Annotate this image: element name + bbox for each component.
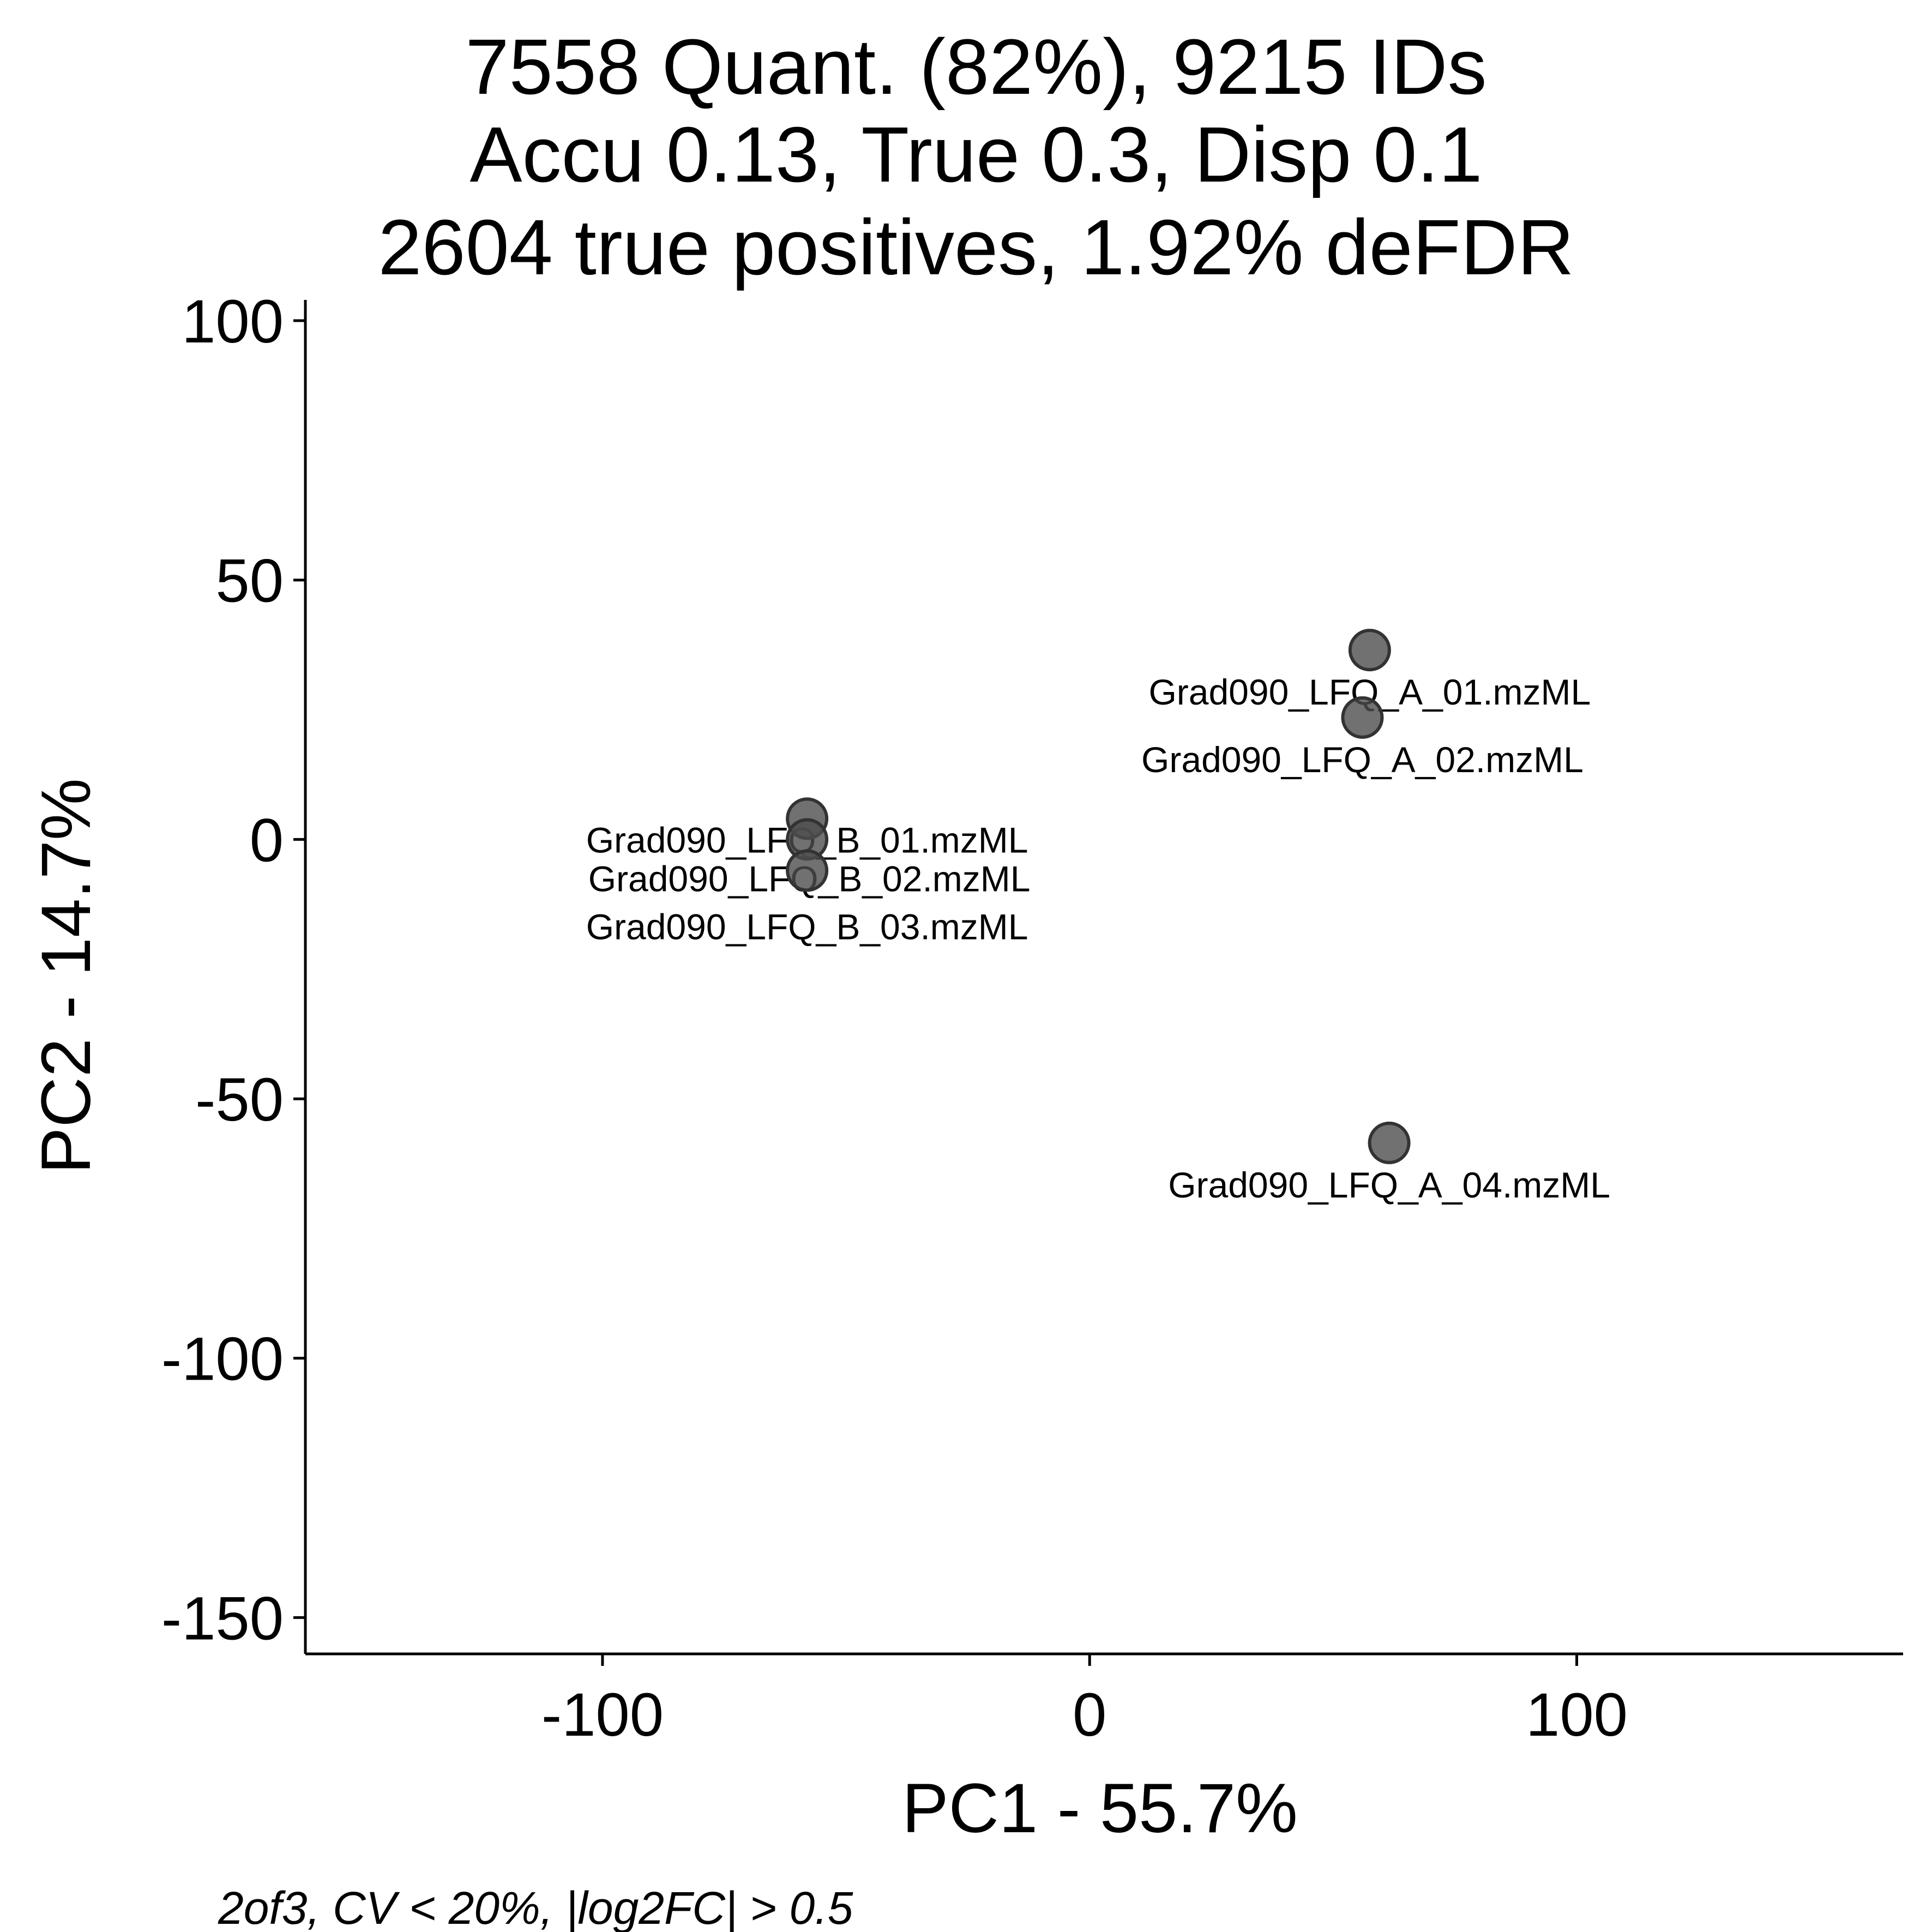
data-point xyxy=(786,849,829,892)
chart-title-line-3: 2604 true positives, 1.92% deFDR xyxy=(378,203,1574,291)
data-points xyxy=(786,629,1411,1164)
data-point xyxy=(1368,1121,1411,1164)
point-label: Grad090_LFQ_B_03.mzML xyxy=(586,906,1028,947)
x-tick-label: 0 xyxy=(1073,1681,1106,1749)
y-tick-label: 50 xyxy=(215,547,284,615)
data-point xyxy=(1348,629,1391,672)
y-tick-label: -50 xyxy=(195,1066,284,1134)
y-tick-label: 0 xyxy=(250,806,284,874)
y-axis-ticks: 100 50 0 -50 -100 -150 xyxy=(161,287,305,1652)
y-tick-label: -150 xyxy=(161,1584,284,1652)
point-label: Grad090_LFQ_A_02.mzML xyxy=(1141,739,1584,780)
chart-caption: 2of3, CV < 20%, |log2FC| > 0.5 xyxy=(218,1882,853,1932)
data-point xyxy=(1341,696,1384,739)
y-axis-title: PC2 - 14.7% xyxy=(27,778,105,1174)
chart-title-line-2: Accu 0.13, True 0.3, Disp 0.1 xyxy=(470,111,1482,198)
x-axis-title: PC1 - 55.7% xyxy=(902,1770,1298,1847)
axes xyxy=(304,300,1903,1656)
x-axis-ticks: -100 0 100 xyxy=(541,1654,1628,1749)
y-tick-label: -100 xyxy=(161,1325,284,1393)
y-tick-label: 100 xyxy=(182,287,284,356)
chart-title-line-1: 7558 Quant. (82%), 9215 IDs xyxy=(465,23,1486,111)
point-labels: Grad090_LFQ_A_01.mzMLGrad090_LFQ_A_02.mz… xyxy=(586,672,1610,1205)
x-tick-label: 100 xyxy=(1526,1681,1628,1749)
chart-title: 7558 Quant. (82%), 9215 IDs Accu 0.13, T… xyxy=(378,23,1574,291)
x-tick-label: -100 xyxy=(541,1681,664,1749)
point-label: Grad090_LFQ_A_04.mzML xyxy=(1168,1165,1610,1205)
